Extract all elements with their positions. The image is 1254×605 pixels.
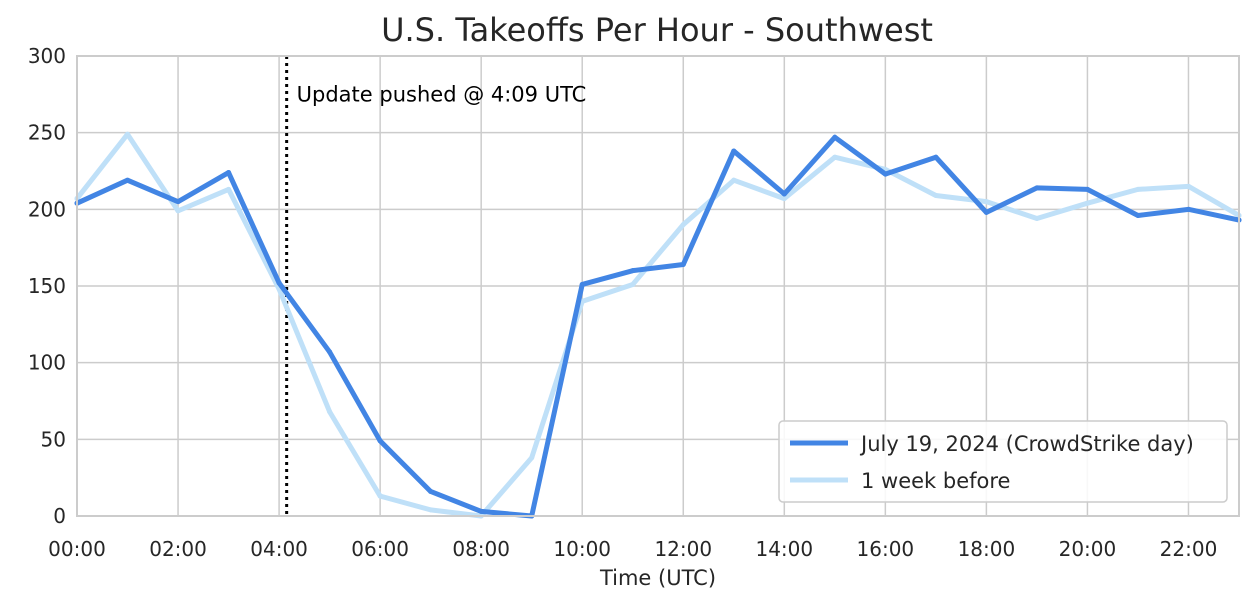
data-point [832, 134, 838, 140]
data-point [478, 508, 484, 514]
data-point [1185, 206, 1191, 212]
data-point [125, 177, 131, 183]
data-point [579, 281, 585, 287]
legend-box [778, 420, 1228, 503]
x-tick-label: 02:00 [149, 537, 207, 561]
y-tick-label: 0 [53, 504, 66, 528]
data-point [731, 148, 737, 154]
data-point [630, 268, 636, 274]
y-tick-label: 50 [41, 427, 66, 451]
legend-label-0: July 19, 2024 (CrowdStrike day) [859, 432, 1194, 456]
series-line-0 [74, 134, 1242, 519]
data-point [428, 507, 434, 513]
data-point [276, 280, 282, 286]
series-layer [74, 131, 1242, 519]
data-point [983, 199, 989, 205]
y-tick-label: 300 [28, 44, 66, 68]
data-point [1135, 186, 1141, 192]
x-tick-label: 14:00 [755, 537, 813, 561]
data-point [175, 208, 181, 214]
data-point [1034, 185, 1040, 191]
data-point [226, 170, 232, 176]
data-point [377, 438, 383, 444]
data-point [933, 193, 939, 199]
legend: July 19, 2024 (CrowdStrike day) 1 week b… [778, 420, 1228, 503]
update-annotation-label: Update pushed @ 4:09 UTC [297, 83, 587, 107]
data-point [175, 199, 181, 205]
data-point [983, 209, 989, 215]
plot-frame [76, 55, 1240, 517]
data-point [781, 191, 787, 197]
y-tick-label: 200 [28, 197, 66, 221]
data-point [529, 455, 535, 461]
data-point [1084, 200, 1090, 206]
x-tick-label: 06:00 [351, 537, 409, 561]
chart-title: U.S. Takeoffs Per Hour - Southwest [381, 11, 933, 49]
data-point [327, 409, 333, 415]
y-axis-ticks: 0 50 100 150 200 250 300 [28, 44, 66, 528]
x-axis-ticks: 00:00 02:00 04:00 06:00 08:00 10:00 12:00 14:00… [48, 537, 1217, 561]
x-tick-label: 08:00 [452, 537, 510, 561]
data-point [125, 131, 131, 137]
x-tick-label: 20:00 [1059, 537, 1117, 561]
data-point [1185, 183, 1191, 189]
x-tick-label: 12:00 [654, 537, 712, 561]
data-point [731, 177, 737, 183]
data-point [1084, 186, 1090, 192]
data-point [680, 262, 686, 268]
y-tick-label: 150 [28, 274, 66, 298]
x-tick-label: 18:00 [958, 537, 1016, 561]
x-tick-label: 22:00 [1160, 537, 1218, 561]
y-tick-label: 100 [28, 351, 66, 375]
data-point [1034, 216, 1040, 222]
data-point [680, 222, 686, 228]
x-axis-label: Time (UTC) [599, 566, 716, 590]
series-0 [74, 134, 1242, 519]
data-point [882, 171, 888, 177]
data-point [1135, 212, 1141, 218]
data-point [428, 488, 434, 494]
data-point [377, 493, 383, 499]
x-tick-label: 00:00 [48, 537, 106, 561]
series-line-1 [74, 131, 1242, 519]
y-tick-label: 250 [28, 121, 66, 145]
data-point [630, 281, 636, 287]
data-point [933, 154, 939, 160]
x-tick-label: 16:00 [857, 537, 915, 561]
data-point [226, 186, 232, 192]
annotation-layer: Update pushed @ 4:09 UTC [285, 56, 587, 516]
data-point [781, 196, 787, 202]
data-point [832, 154, 838, 160]
legend-label-1: 1 week before [861, 469, 1010, 493]
series-1 [74, 131, 1242, 519]
x-tick-label: 10:00 [553, 537, 611, 561]
data-point [327, 349, 333, 355]
x-tick-label: 04:00 [250, 537, 308, 561]
